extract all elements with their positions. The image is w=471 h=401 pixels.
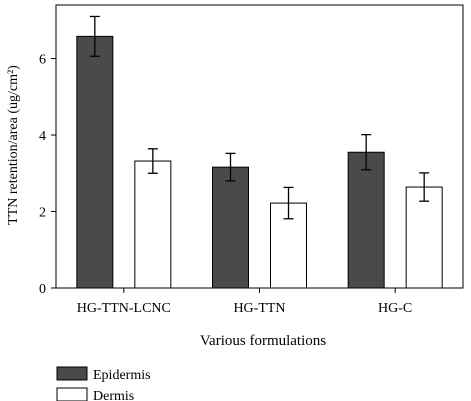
legend-swatch-epidermis [56,366,88,381]
legend: Epidermis Dermis [56,366,151,401]
plot-area [55,4,464,289]
y-axis-ticks: 0 2 4 6 [39,53,56,297]
x-tick-label: HG-C [378,301,412,316]
bar-dermis-0 [134,160,172,289]
bar-epidermis-0 [76,35,114,289]
x-axis-ticks: HG-TTN-LCNC HG-TTN HG-C [77,288,412,316]
bar-epidermis-2 [347,151,385,289]
bar-epidermis-1 [212,166,249,289]
x-tick-label: HG-TTN-LCNC [77,301,171,316]
plot-frame [55,4,464,289]
bar-dermis-1 [270,202,307,289]
y-tick-label: 0 [39,282,46,297]
legend-swatch-dermis [56,387,88,401]
x-axis-label: Various formulations [200,333,326,349]
x-tick-label: HG-TTN [233,301,285,316]
bars [76,15,443,289]
legend-label-epidermis: Epidermis [93,368,151,383]
y-tick-label: 6 [39,53,46,68]
legend-label-dermis: Dermis [93,389,134,401]
y-tick-label: 2 [39,206,46,221]
y-tick-label: 4 [39,129,46,144]
y-axis-label: TTN retention/area (ug/cm²) [6,65,21,225]
bar-dermis-2 [405,186,443,289]
